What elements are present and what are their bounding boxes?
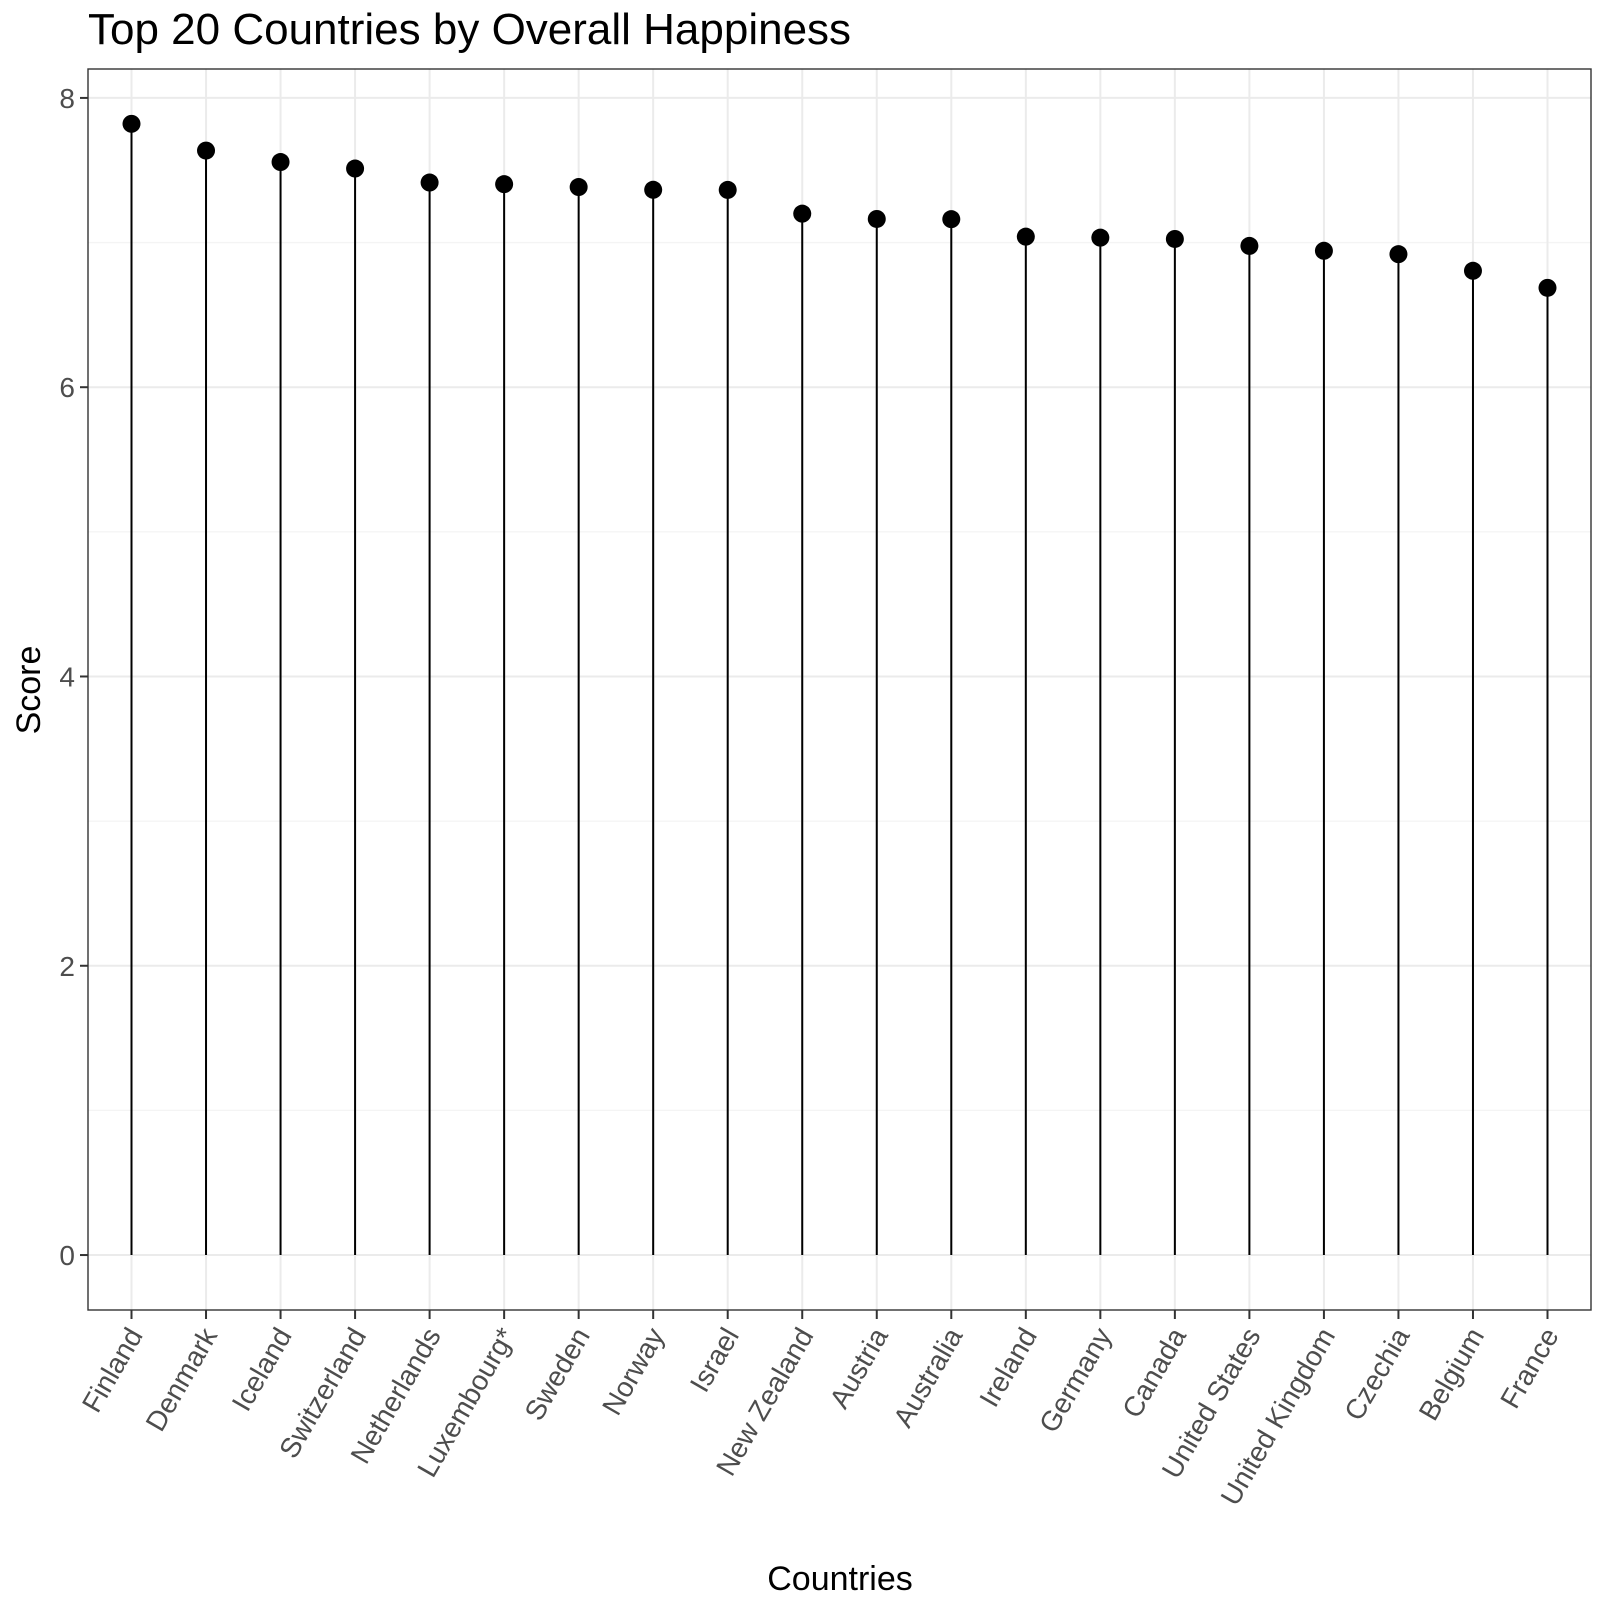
lollipop-point	[1165, 229, 1184, 248]
chart-title: Top 20 Countries by Overall Happiness	[88, 5, 851, 54]
lollipop-point	[1463, 261, 1482, 280]
x-tick-label: Canada	[1116, 1322, 1192, 1423]
lollipop-point	[1389, 245, 1408, 264]
lollipop-point	[122, 114, 141, 133]
x-tick-label: Germany	[1033, 1323, 1117, 1438]
x-tick-label: Belgium	[1413, 1323, 1490, 1426]
y-tick-label: 4	[59, 661, 75, 692]
x-tick-label: Sweden	[518, 1323, 595, 1426]
lollipop-point	[197, 141, 216, 160]
y-axis: 0 2 4 6 8	[59, 83, 88, 1271]
lollipop-point	[1314, 241, 1333, 260]
lollipop-point	[495, 175, 514, 194]
grid-layer	[88, 69, 1591, 1310]
x-tick-label: Ireland	[973, 1323, 1043, 1413]
x-tick-label: Israel	[684, 1323, 745, 1398]
lollipop-point	[1240, 236, 1259, 255]
x-tick-label: Norway	[596, 1323, 670, 1421]
x-tick-label: Iceland	[226, 1323, 298, 1417]
lollipop-point	[420, 173, 439, 192]
plot-panel-border	[87, 68, 1592, 1311]
lollipop-point	[271, 153, 290, 172]
lollipop-point	[1091, 228, 1110, 247]
x-tick-label: Finland	[76, 1323, 149, 1418]
y-tick-label: 2	[59, 951, 75, 982]
lollipop-point	[942, 210, 961, 229]
x-tick-label: Denmark	[140, 1322, 224, 1437]
y-axis-title: Score	[10, 646, 48, 735]
lollipop-point	[644, 180, 663, 199]
lollipop-point	[1538, 278, 1557, 297]
lollipop-point	[867, 209, 886, 228]
x-tick-label: Czechia	[1338, 1322, 1416, 1425]
lollipop-point	[346, 159, 365, 178]
y-tick-label: 0	[59, 1240, 75, 1271]
lollipop-point	[569, 178, 588, 197]
lollipop-point	[1016, 227, 1035, 246]
lollipop-point	[718, 180, 737, 199]
stems-layer	[130, 123, 1549, 1256]
y-tick-label: 8	[59, 83, 75, 114]
points-layer	[122, 114, 1557, 297]
x-tick-label: Austria	[824, 1322, 895, 1413]
x-tick-label: Australia	[887, 1322, 969, 1432]
x-axis-title: Countries	[767, 1560, 913, 1598]
y-tick-label: 6	[59, 372, 75, 403]
lollipop-point	[793, 204, 812, 223]
x-tick-label: France	[1494, 1323, 1564, 1414]
